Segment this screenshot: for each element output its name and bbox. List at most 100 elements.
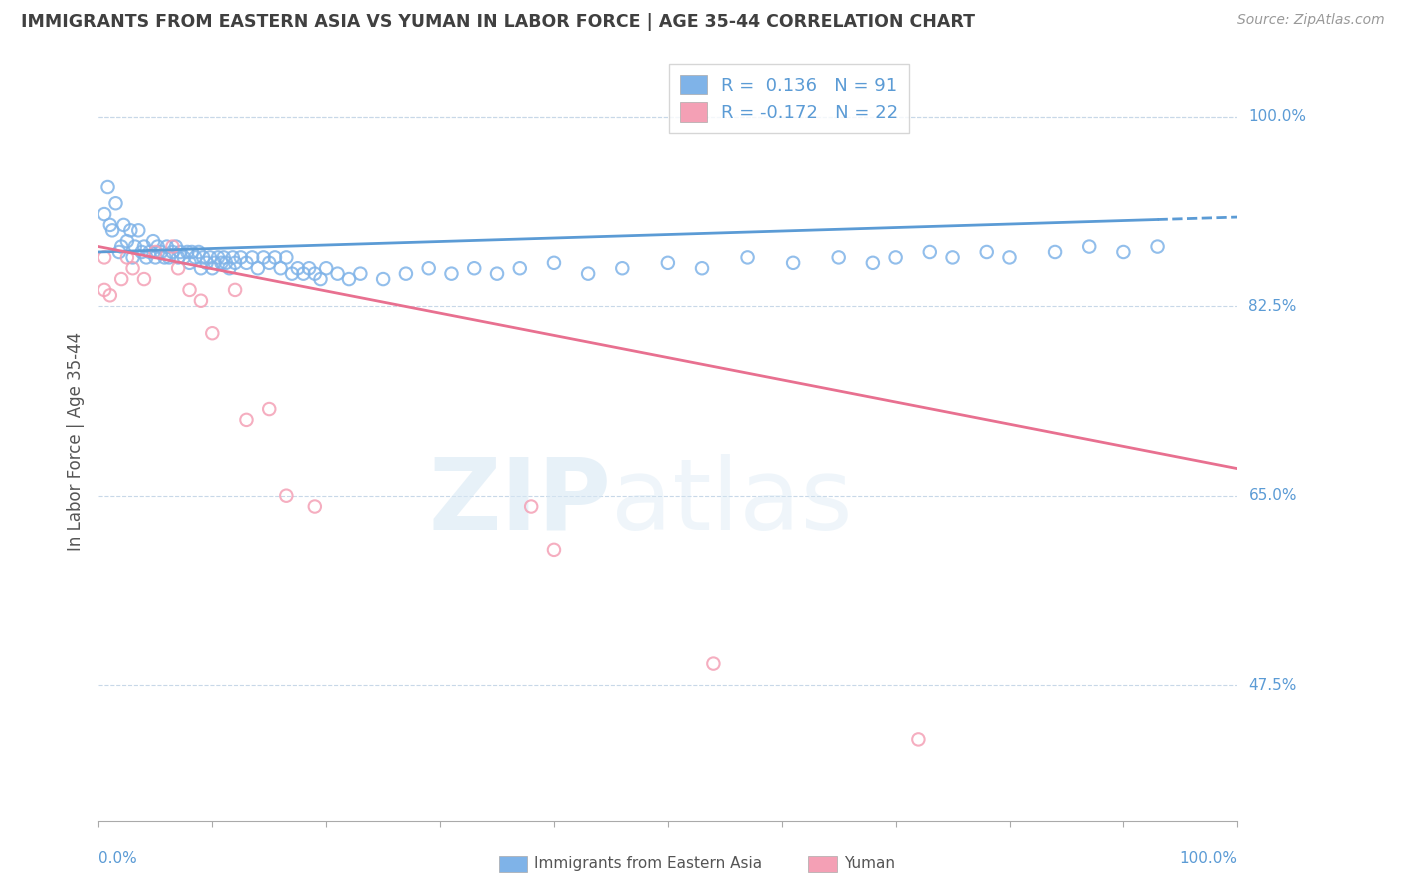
Point bbox=[93, 207, 115, 221]
Point bbox=[110, 272, 132, 286]
Text: 65.0%: 65.0% bbox=[1249, 488, 1296, 503]
Point bbox=[259, 402, 281, 417]
Point bbox=[737, 251, 759, 265]
Point bbox=[132, 239, 155, 253]
Point bbox=[942, 251, 965, 265]
Point bbox=[292, 267, 315, 281]
Point bbox=[337, 272, 360, 286]
Point bbox=[207, 251, 229, 265]
Point bbox=[104, 196, 127, 211]
Point bbox=[98, 288, 121, 302]
Point bbox=[101, 223, 124, 237]
Point bbox=[145, 244, 167, 259]
Point bbox=[108, 244, 131, 259]
Point bbox=[657, 256, 679, 270]
Point bbox=[252, 251, 274, 265]
Point bbox=[998, 251, 1021, 265]
Text: ZIP: ZIP bbox=[427, 454, 612, 550]
Point bbox=[828, 251, 851, 265]
Point bbox=[176, 244, 198, 259]
Point bbox=[304, 500, 326, 514]
Point bbox=[135, 251, 157, 265]
Text: Source: ZipAtlas.com: Source: ZipAtlas.com bbox=[1237, 13, 1385, 28]
Point bbox=[1112, 244, 1135, 259]
Y-axis label: In Labor Force | Age 35-44: In Labor Force | Age 35-44 bbox=[66, 332, 84, 551]
Text: Yuman: Yuman bbox=[844, 856, 894, 871]
Point bbox=[304, 267, 326, 281]
Point bbox=[138, 244, 160, 259]
Point bbox=[235, 256, 257, 270]
Point bbox=[204, 256, 226, 270]
Point bbox=[1043, 244, 1066, 259]
Text: atlas: atlas bbox=[612, 454, 852, 550]
Point bbox=[395, 267, 418, 281]
Point bbox=[246, 261, 269, 276]
Point bbox=[371, 272, 394, 286]
Text: 47.5%: 47.5% bbox=[1249, 678, 1296, 693]
Point bbox=[195, 256, 218, 270]
Legend: R =  0.136   N = 91, R = -0.172   N = 22: R = 0.136 N = 91, R = -0.172 N = 22 bbox=[669, 64, 910, 133]
Text: 82.5%: 82.5% bbox=[1249, 299, 1296, 314]
Point bbox=[509, 261, 531, 276]
Point bbox=[463, 261, 485, 276]
Point bbox=[418, 261, 440, 276]
Point bbox=[259, 256, 281, 270]
Point bbox=[309, 272, 332, 286]
Text: 100.0%: 100.0% bbox=[1180, 851, 1237, 866]
Point bbox=[165, 239, 187, 253]
Point bbox=[150, 244, 173, 259]
Point bbox=[264, 251, 287, 265]
Point bbox=[349, 267, 371, 281]
Point bbox=[180, 244, 202, 259]
Point bbox=[120, 223, 142, 237]
Point bbox=[782, 256, 804, 270]
Point bbox=[201, 261, 224, 276]
Point bbox=[240, 251, 263, 265]
Point bbox=[190, 293, 212, 308]
Point bbox=[907, 732, 929, 747]
Text: IMMIGRANTS FROM EASTERN ASIA VS YUMAN IN LABOR FORCE | AGE 35-44 CORRELATION CHA: IMMIGRANTS FROM EASTERN ASIA VS YUMAN IN… bbox=[21, 13, 976, 31]
Point bbox=[276, 251, 298, 265]
Point bbox=[224, 283, 246, 297]
Point bbox=[146, 239, 169, 253]
Point bbox=[127, 223, 149, 237]
Point bbox=[287, 261, 309, 276]
Point bbox=[235, 413, 257, 427]
Point bbox=[142, 234, 165, 248]
Point bbox=[215, 256, 238, 270]
Point bbox=[167, 261, 190, 276]
Point bbox=[121, 251, 143, 265]
Point bbox=[112, 218, 135, 232]
Point bbox=[153, 251, 176, 265]
Point bbox=[315, 261, 337, 276]
Point bbox=[543, 542, 565, 557]
Point bbox=[190, 261, 212, 276]
Point bbox=[862, 256, 884, 270]
Point bbox=[115, 234, 138, 248]
Point bbox=[918, 244, 941, 259]
Text: Immigrants from Eastern Asia: Immigrants from Eastern Asia bbox=[534, 856, 762, 871]
Point bbox=[132, 272, 155, 286]
Point bbox=[520, 500, 543, 514]
Point bbox=[224, 256, 246, 270]
Point bbox=[218, 261, 240, 276]
Point bbox=[124, 239, 146, 253]
Point bbox=[131, 244, 153, 259]
Point bbox=[115, 251, 138, 265]
Point bbox=[222, 251, 245, 265]
Text: 100.0%: 100.0% bbox=[1249, 109, 1306, 124]
Point bbox=[110, 239, 132, 253]
Point bbox=[576, 267, 599, 281]
Point bbox=[96, 180, 118, 194]
Point bbox=[167, 251, 190, 265]
Text: 0.0%: 0.0% bbox=[98, 851, 138, 866]
Point bbox=[976, 244, 998, 259]
Point bbox=[198, 251, 221, 265]
Point bbox=[486, 267, 509, 281]
Point bbox=[193, 251, 215, 265]
Point bbox=[201, 326, 224, 341]
Point bbox=[179, 283, 201, 297]
Point bbox=[1146, 239, 1168, 253]
Point bbox=[157, 251, 180, 265]
Point bbox=[543, 256, 565, 270]
